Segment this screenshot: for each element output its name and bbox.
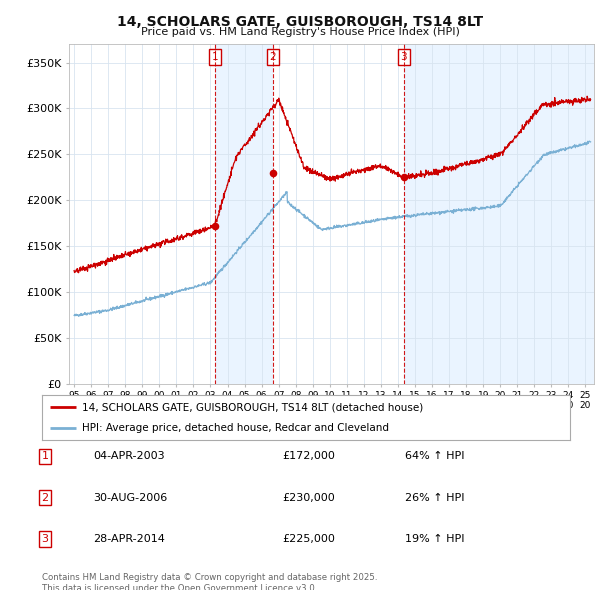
Point xyxy=(268,168,278,178)
Text: Contains HM Land Registry data © Crown copyright and database right 2025.
This d: Contains HM Land Registry data © Crown c… xyxy=(42,573,377,590)
Text: £172,000: £172,000 xyxy=(282,451,335,461)
Bar xyxy=(404,44,594,384)
Text: 04-APR-2003: 04-APR-2003 xyxy=(93,451,164,461)
Text: 3: 3 xyxy=(400,52,407,62)
Text: 19% ↑ HPI: 19% ↑ HPI xyxy=(405,534,464,544)
Text: £225,000: £225,000 xyxy=(282,534,335,544)
Text: 14, SCHOLARS GATE, GUISBOROUGH, TS14 8LT: 14, SCHOLARS GATE, GUISBOROUGH, TS14 8LT xyxy=(117,15,483,29)
Text: 1: 1 xyxy=(211,52,218,62)
Text: £230,000: £230,000 xyxy=(282,493,335,503)
Text: 2: 2 xyxy=(41,493,49,503)
Text: 28-APR-2014: 28-APR-2014 xyxy=(93,534,165,544)
Text: 26% ↑ HPI: 26% ↑ HPI xyxy=(405,493,464,503)
Point xyxy=(210,221,220,231)
Text: 1: 1 xyxy=(41,451,49,461)
Text: 2: 2 xyxy=(270,52,277,62)
Text: 3: 3 xyxy=(41,534,49,544)
Text: HPI: Average price, detached house, Redcar and Cleveland: HPI: Average price, detached house, Redc… xyxy=(82,422,389,432)
Text: 30-AUG-2006: 30-AUG-2006 xyxy=(93,493,167,503)
Point xyxy=(399,172,409,182)
Text: 64% ↑ HPI: 64% ↑ HPI xyxy=(405,451,464,461)
Text: 14, SCHOLARS GATE, GUISBOROUGH, TS14 8LT (detached house): 14, SCHOLARS GATE, GUISBOROUGH, TS14 8LT… xyxy=(82,402,423,412)
Text: Price paid vs. HM Land Registry's House Price Index (HPI): Price paid vs. HM Land Registry's House … xyxy=(140,27,460,37)
Bar xyxy=(215,44,273,384)
